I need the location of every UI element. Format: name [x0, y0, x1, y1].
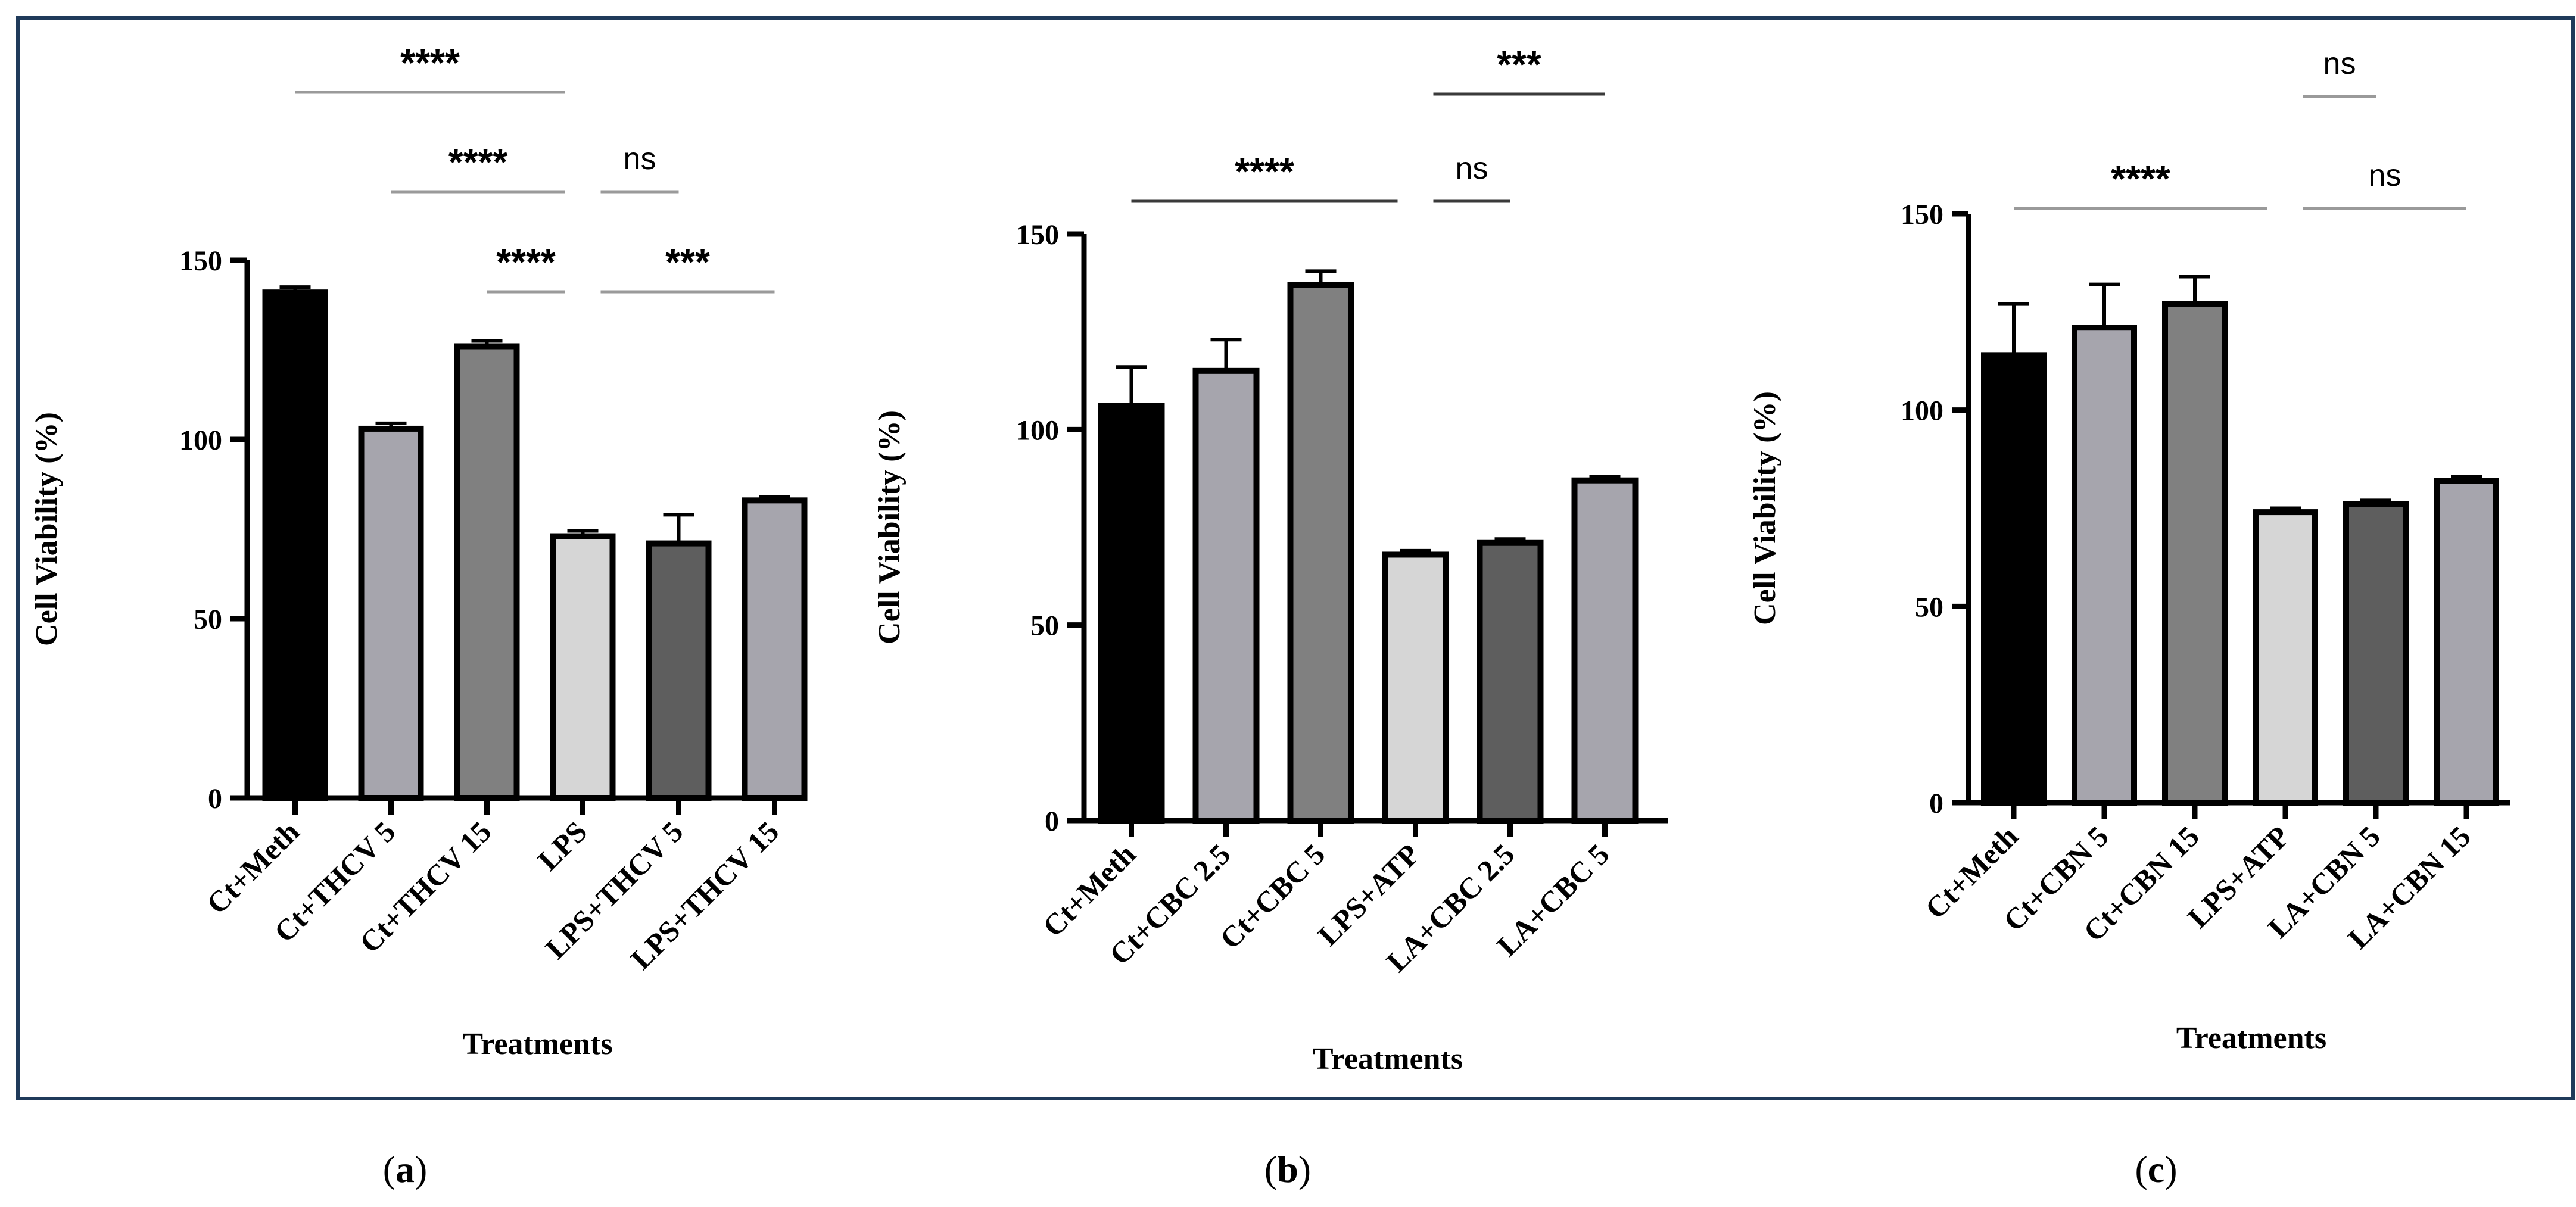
y-tick-label: 50 — [194, 604, 222, 635]
bar — [1287, 282, 1354, 824]
svg-text:(c): (c) — [2135, 1148, 2177, 1190]
panel-label-b: (b) — [1264, 1148, 1311, 1190]
bar — [2434, 478, 2499, 806]
significance-label: **** — [496, 241, 556, 283]
bar — [1477, 539, 1544, 824]
bar — [262, 289, 328, 801]
significance-label: ns — [2323, 46, 2356, 81]
bar — [2072, 325, 2137, 806]
significance-label: ns — [624, 142, 656, 176]
y-tick-label: 150 — [1016, 219, 1059, 251]
significance-label: **** — [400, 41, 460, 84]
bar — [646, 540, 712, 801]
bar — [2343, 501, 2409, 806]
significance-label: *** — [1497, 43, 1541, 86]
y-tick-label: 150 — [179, 245, 222, 277]
bar — [1192, 367, 1260, 824]
x-axis-title: Treatments — [462, 1027, 612, 1061]
y-axis-title: Cell Viability (%) — [30, 412, 64, 646]
y-tick-label: 0 — [208, 783, 222, 815]
y-tick-label: 100 — [179, 425, 222, 456]
y-tick-label: 100 — [1016, 414, 1059, 446]
svg-text:(a): (a) — [383, 1148, 428, 1190]
significance-label: ns — [2369, 158, 2401, 193]
y-tick-label: 50 — [1030, 610, 1059, 642]
bar — [454, 343, 520, 801]
significance-label: *** — [665, 241, 710, 283]
bar — [1571, 477, 1639, 824]
significance-label: **** — [1235, 150, 1294, 193]
y-tick-label: 0 — [1045, 806, 1059, 837]
bar — [358, 425, 424, 801]
significance-label: **** — [448, 141, 508, 183]
bar — [2162, 301, 2228, 806]
y-axis-title: Cell Viability (%) — [1748, 391, 1782, 625]
x-axis-title: Treatments — [1313, 1042, 1463, 1076]
bar — [2253, 509, 2318, 806]
bar — [550, 533, 616, 801]
svg-text:(b): (b) — [1264, 1148, 1311, 1190]
bar — [1382, 551, 1449, 824]
bar — [742, 497, 808, 801]
significance-label: **** — [2111, 157, 2170, 200]
bar — [1098, 403, 1165, 824]
y-axis-title: Cell Viability (%) — [873, 410, 907, 644]
y-tick-label: 0 — [1929, 788, 1943, 819]
panel-label-c: (c) — [2135, 1148, 2177, 1190]
y-tick-label: 100 — [1901, 395, 1943, 427]
y-tick-label: 50 — [1915, 591, 1943, 623]
y-tick-label: 150 — [1901, 199, 1943, 230]
panel-label-a: (a) — [383, 1148, 428, 1190]
x-axis-title: Treatments — [2176, 1021, 2326, 1055]
bar — [1981, 352, 2047, 806]
significance-label: ns — [1456, 151, 1488, 186]
